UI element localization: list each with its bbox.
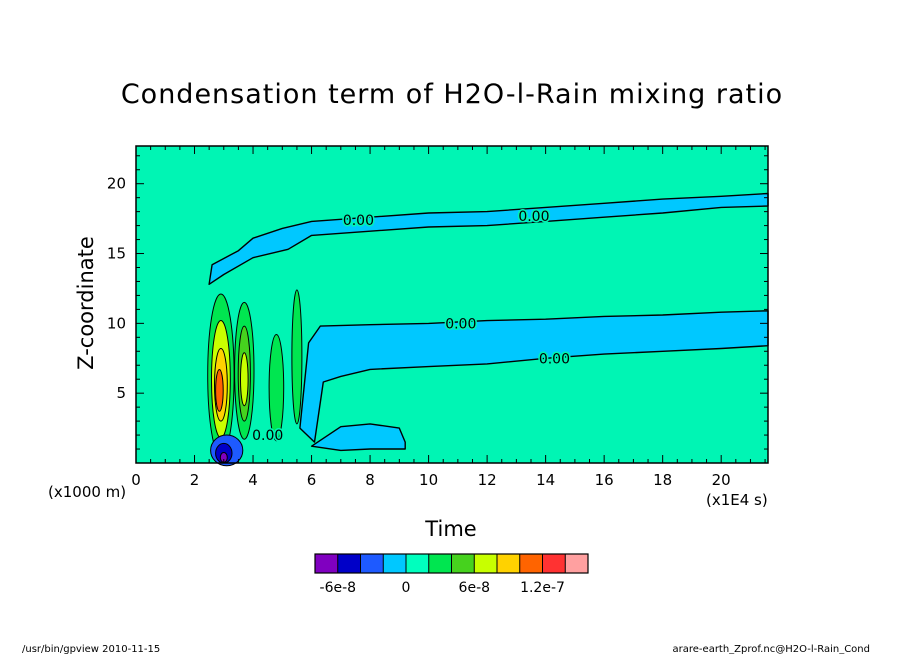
y-axis: 5 10 15 20 [107,155,768,464]
plot-area: 0.00 0.00 0.00 0.00 0.00 [135,145,769,467]
colorbar-swatch [383,554,407,573]
colorbar-swatch [315,554,339,573]
colorbar-frame [314,553,589,574]
y-tick-label: 20 [107,175,126,193]
convective-cell-6 [240,352,249,407]
y-axis-label: Z-coordinate [74,236,98,370]
contour-label: 0.00 [539,351,570,367]
x-tick-label: 6 [307,471,317,489]
y-tick-label: 10 [107,314,126,332]
colorbar-swatch [542,554,566,573]
colorbar-tick-label: 6e-8 [459,580,490,596]
colorbar-swatch [337,554,361,573]
contour-label: 0.00 [252,428,283,444]
colorbar-swatch [406,554,430,573]
plot-frame [135,145,769,464]
chart-title: Condensation term of H2O-l-Rain mixing r… [121,79,783,110]
x-tick-label: 10 [419,471,438,489]
footer-left: /usr/bin/gpview 2010-11-15 [22,644,160,654]
y-unit-label: (x1000 m) [48,483,126,501]
convective-cell-3 [215,369,224,412]
negative-region-lower [310,423,406,452]
x-tick-label: 4 [248,471,258,489]
x-tick-label: 20 [712,471,731,489]
x-tick-label: 14 [536,471,555,489]
colorbar-swatch [360,554,384,573]
colorbar-tick-label: 0 [402,580,411,596]
colorbar-swatch [565,554,589,573]
contour-label: 0.00 [445,316,476,332]
x-axis-label: Time [424,517,476,541]
x-tick-label: 18 [653,471,672,489]
x-tick-label: 12 [478,471,497,489]
colorbar-swatch [428,554,452,573]
colorbar: -6e-8 0 6e-8 1.2e-7 [314,553,589,596]
y-tick-label: 5 [116,384,126,402]
contour-label: 0.00 [343,213,374,229]
colorbar-tick-label: -6e-8 [320,580,357,596]
x-tick-label: 16 [595,471,614,489]
x-tick-label: 0 [131,471,141,489]
colorbar-swatch [474,554,498,573]
footer-right: arare-earth_Zprof.nc@H2O-l-Rain_Cond [673,644,870,654]
colorbar-swatch [497,554,521,573]
colorbar-tick-label: 1.2e-7 [520,580,565,596]
colorbar-swatch [451,554,475,573]
x-tick-label: 2 [190,471,200,489]
convective-cell-8 [291,289,303,425]
contour-label: 0.00 [518,209,549,225]
colorbar-swatch [519,554,543,573]
convective-cell-7 [268,334,285,442]
x-axis: 0 2 4 6 8 10 12 14 16 18 20 [131,146,766,489]
x-unit-label: (x1E4 s) [706,491,768,509]
y-tick-label: 15 [107,245,126,263]
x-tick-label: 8 [365,471,375,489]
